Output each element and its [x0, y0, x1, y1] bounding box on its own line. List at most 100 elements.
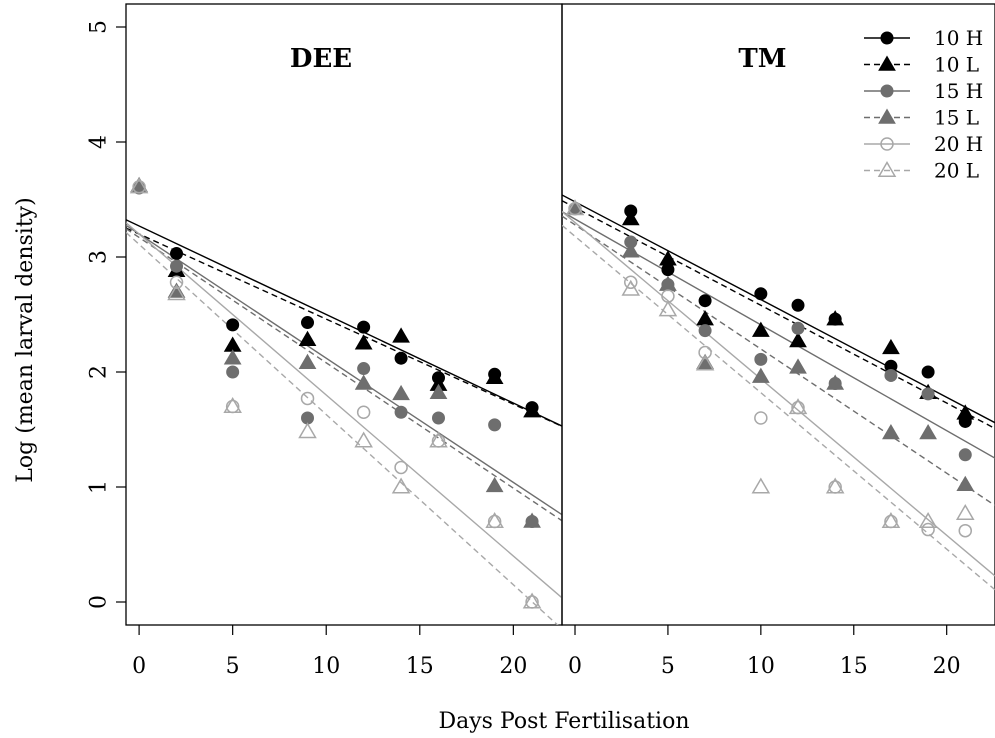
data-point [357, 320, 371, 334]
data-point [301, 316, 315, 330]
legend-label: 10 L [934, 53, 979, 77]
legend-label: 20 L [934, 159, 979, 183]
data-point [523, 512, 541, 528]
data-point [394, 460, 408, 475]
data-point [223, 349, 242, 365]
x-tick-label: 0 [568, 654, 582, 679]
data-point [624, 275, 638, 290]
legend-item: 20 H [864, 132, 983, 156]
fit-line [126, 222, 562, 599]
data-point [129, 177, 149, 194]
data-point [170, 259, 184, 273]
fit-line [126, 224, 562, 516]
data-point [789, 358, 807, 374]
fit-line [126, 227, 562, 427]
data-point [392, 384, 410, 401]
legend-item: 20 L [864, 159, 979, 183]
legend-item: 15 L [864, 106, 979, 130]
x-tick-label: 10 [312, 654, 340, 679]
legend-marker [880, 31, 894, 45]
data-point [392, 327, 410, 343]
data-point [621, 279, 641, 296]
x-tick-label: 5 [661, 654, 675, 679]
data-point [357, 362, 371, 376]
data-point [429, 431, 448, 448]
panel-dee: DEE 0 5 10 15 20 [125, 3, 563, 679]
legend-label: 15 H [934, 79, 983, 103]
data-point [391, 477, 411, 494]
data-point [791, 321, 805, 335]
x-tick-label: 0 [132, 654, 146, 679]
data-point [354, 334, 373, 350]
y-tick-label: 3 [87, 250, 112, 264]
legend-marker [880, 137, 894, 151]
data-point [170, 247, 184, 261]
panel-frame [125, 3, 563, 626]
data-point [791, 298, 805, 312]
data-point [354, 431, 373, 448]
data-point [958, 448, 972, 462]
data-point [298, 330, 317, 347]
data-point [881, 512, 901, 529]
x-tick-label: 20 [933, 654, 961, 679]
data-point [751, 477, 771, 494]
data-point [921, 522, 935, 537]
data-point [754, 411, 768, 425]
panels: DEE 0 5 10 15 20 TM 0 5 10 15 20 [125, 3, 995, 679]
y-tick-label: 0 [87, 595, 112, 609]
legend-item: 10 L [864, 53, 979, 77]
data-point [788, 398, 808, 415]
y-tick-label: 1 [87, 480, 112, 494]
legend-item: 15 H [864, 79, 983, 103]
panel-plot-area [126, 176, 562, 625]
data-point [394, 351, 408, 365]
panel-title: TM [738, 44, 786, 74]
data-point [394, 405, 408, 419]
data-point [958, 523, 973, 538]
data-point [751, 321, 770, 337]
data-point [226, 365, 240, 379]
data-point [919, 423, 937, 440]
data-point [522, 592, 542, 609]
fit-line [126, 219, 562, 427]
legend-label: 10 H [934, 26, 983, 50]
data-point [696, 310, 714, 326]
fit-line [562, 194, 995, 424]
fit-line [126, 231, 559, 625]
data-point [301, 411, 315, 425]
x-tick-label: 15 [840, 654, 868, 679]
x-tick-label: 20 [499, 654, 527, 679]
data-point [754, 287, 768, 301]
data-point [918, 512, 938, 529]
data-point [431, 411, 445, 425]
data-point [698, 324, 712, 338]
panel-plot-area [562, 194, 995, 591]
data-point [488, 418, 502, 432]
legend-label: 20 H [934, 132, 983, 156]
y-tick-label: 4 [87, 135, 112, 149]
y-tick-label: 2 [87, 365, 112, 379]
y-axis: 0 1 2 3 4 5 [87, 20, 126, 609]
data-point [884, 368, 898, 382]
data-point [882, 338, 900, 355]
data-point [621, 242, 640, 258]
panel-title: DEE [290, 44, 352, 74]
data-point [659, 250, 677, 266]
y-tick-label: 5 [87, 20, 112, 34]
data-point [826, 310, 845, 326]
data-point [223, 397, 242, 414]
fit-line [126, 228, 562, 522]
data-point [298, 353, 317, 370]
data-point [921, 365, 935, 379]
data-point [956, 404, 975, 420]
legend-marker [878, 108, 896, 124]
data-point [658, 300, 678, 317]
panel-frame [561, 3, 995, 626]
panel-tm: TM 0 5 10 15 20 [561, 3, 995, 679]
data-point [429, 383, 448, 399]
data-point [354, 374, 373, 390]
x-tick-label: 10 [747, 654, 775, 679]
data-point [485, 512, 504, 529]
legend-marker [878, 55, 896, 71]
data-point [698, 294, 712, 308]
